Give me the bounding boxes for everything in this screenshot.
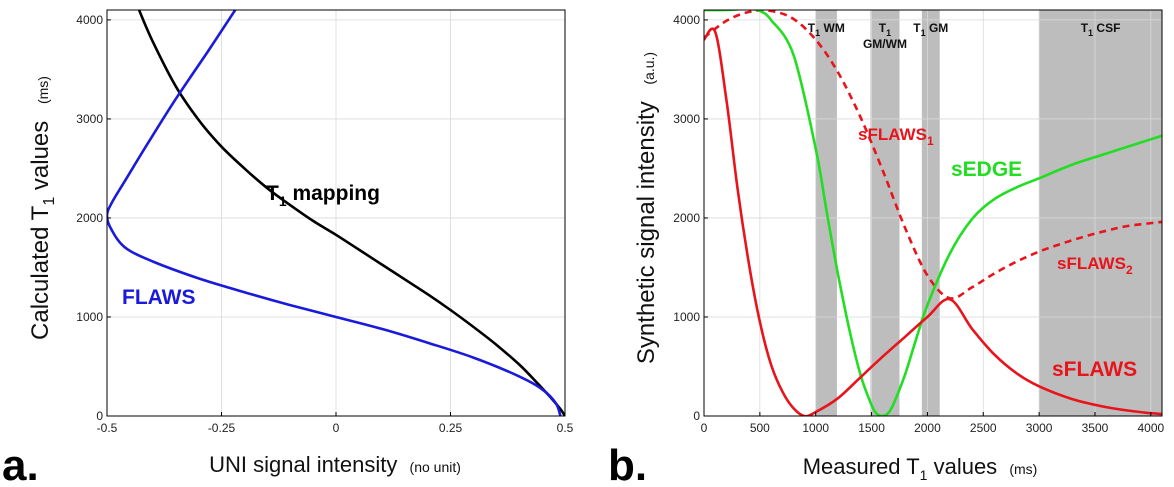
- y-tick-label: 0: [693, 409, 700, 423]
- panel-a-label: a.: [2, 441, 39, 487]
- panel-b-x-axis-title: Measured T: [803, 454, 920, 479]
- x-tick-label: 1000: [802, 421, 829, 435]
- panel-b-label-sflaws2-sub: 2: [1126, 263, 1133, 277]
- tissue-region-label-sub: 1: [886, 28, 891, 38]
- x-tick-label: 1500: [858, 421, 885, 435]
- panel-a-y-axis-title-rest: values: [27, 121, 54, 197]
- panel-b-y-axis-label: Synthetic signal intensity (a.u.): [633, 52, 660, 364]
- panel-b-x-axis-title-rest: values: [927, 454, 997, 479]
- tissue-region-label-rest: GM: [926, 21, 949, 35]
- y-tick-label: 0: [96, 409, 103, 423]
- x-tick-label: -0.5: [97, 421, 118, 435]
- tissue-region-label-main: T: [879, 21, 887, 35]
- panel-b: 0 500 1000 1500 2000 2500 3000 3500 4000 0100020…: [608, 9, 1164, 487]
- tissue-region-label-rest: WM: [820, 21, 845, 35]
- tissue-region-label-sub: 1: [1088, 28, 1093, 38]
- tissue-region-label-main: T: [808, 21, 816, 35]
- tissue-region-label-main: T: [913, 21, 921, 35]
- panel-a-label-flaws: FLAWS: [122, 286, 196, 309]
- panel-b-label-sflaws1-main: sFLAWS: [858, 125, 927, 144]
- series-line-flaws: [107, 10, 562, 416]
- y-tick-label: 3000: [673, 112, 700, 126]
- panel-a-series: [107, 10, 565, 416]
- x-tick-label: 4000: [1137, 421, 1164, 435]
- series-line-sedge: [704, 10, 1162, 416]
- panel-a-y-axis-title-sub: 1: [41, 197, 58, 206]
- panel-b-y-ticks: 0 1000 2000 3000 4000: [673, 13, 708, 423]
- panel-a-x-ticks: -0.5 -0.25 0 0.25 0.5: [97, 412, 574, 435]
- tissue-region-label-sub: 1: [921, 28, 926, 38]
- x-tick-label: 2500: [970, 421, 997, 435]
- series-line-sflaws: [704, 27, 1162, 416]
- x-tick-label: 0.5: [557, 421, 574, 435]
- tissue-region-band: [870, 10, 900, 416]
- panel-b-label-sflaws: sFLAWS: [1052, 358, 1137, 381]
- y-tick-label: 2000: [76, 211, 103, 225]
- x-tick-label: 2000: [914, 421, 941, 435]
- panel-a-x-axis-label: UNI signal intensity (no unit): [209, 452, 461, 477]
- panel-a-y-axis-unit: (ms): [35, 76, 51, 104]
- panel-b-label-sflaws2-main: sFLAWS: [1057, 254, 1126, 273]
- panel-a-label-t1-mapping: T1 mapping: [266, 182, 380, 209]
- tissue-region-label: T1 CSF: [1081, 21, 1121, 38]
- y-tick-label: 4000: [673, 13, 700, 27]
- y-tick-label: 1000: [76, 310, 103, 324]
- panel-b-label-sflaws2: sFLAWS2: [1057, 254, 1133, 277]
- panel-a-label-t1-mapping-sub: 1: [279, 193, 287, 209]
- panel-b-y-axis-unit: (a.u.): [641, 52, 657, 85]
- tissue-region-label-line2: GM/WM: [863, 37, 907, 51]
- panel-b-y-axis-title: Synthetic signal intensity: [633, 101, 660, 364]
- panel-a-grid: [106, 10, 566, 417]
- panel-a: -0.5 -0.25 0 0.25 0.5 0 1000 2000 3000 4000 a. U…: [2, 9, 574, 487]
- y-tick-label: 3000: [76, 112, 103, 126]
- tissue-region-label: T1: [879, 21, 891, 38]
- panel-b-x-axis-unit: (ms): [1009, 461, 1037, 477]
- panel-a-label-t1-mapping-rest: mapping: [287, 182, 380, 205]
- panel-b-x-axis-title-sub: 1: [920, 467, 928, 483]
- panel-a-y-axis-title: Calculated T: [27, 205, 54, 340]
- panel-a-x-axis-title: UNI signal intensity: [209, 452, 397, 477]
- panel-b-frame: [703, 9, 1163, 417]
- panel-b-x-ticks: 0 500 1000 1500 2000 2500 3000 3500 4000: [701, 412, 1164, 435]
- series-line-sflaws1: [704, 10, 1162, 300]
- panel-a-y-axis-label: Calculated T1 values (ms): [27, 76, 58, 340]
- tissue-region-label: T1 GM: [913, 21, 948, 38]
- series-line-t1-mapping: [137, 10, 565, 416]
- x-tick-label: -0.25: [208, 421, 236, 435]
- tissue-region-label-main: T: [1081, 21, 1089, 35]
- panel-b-label-sedge: sEDGE: [951, 158, 1022, 181]
- x-tick-label: 0.25: [439, 421, 463, 435]
- panel-b-label-sflaws1-sub: 1: [927, 134, 934, 148]
- panel-a-y-ticks: 0 1000 2000 3000 4000: [76, 13, 111, 423]
- x-tick-label: 0: [333, 421, 340, 435]
- tissue-region-label: T1 WM: [808, 21, 845, 38]
- y-tick-label: 2000: [673, 211, 700, 225]
- x-tick-label: 3000: [1026, 421, 1053, 435]
- y-tick-label: 4000: [76, 13, 103, 27]
- panel-b-tissue-regions: [815, 10, 1162, 416]
- x-tick-label: 0: [701, 421, 708, 435]
- tissue-region-label-rest: CSF: [1093, 21, 1120, 35]
- tissue-region-band: [1039, 10, 1162, 416]
- x-tick-label: 500: [750, 421, 770, 435]
- y-tick-label: 1000: [673, 310, 700, 324]
- panel-b-x-axis-label: Measured T1 values (ms): [803, 454, 1038, 483]
- tissue-region-label-sub: 1: [815, 28, 820, 38]
- panel-b-label-sflaws1: sFLAWS1: [858, 125, 934, 148]
- panel-a-label-t1-mapping-main: T: [266, 182, 279, 205]
- panel-a-x-axis-unit: (no unit): [410, 459, 461, 475]
- tissue-region-band: [921, 10, 940, 416]
- panel-b-label: b.: [608, 441, 647, 487]
- panel-b-series: [704, 10, 1162, 416]
- x-tick-label: 3500: [1082, 421, 1109, 435]
